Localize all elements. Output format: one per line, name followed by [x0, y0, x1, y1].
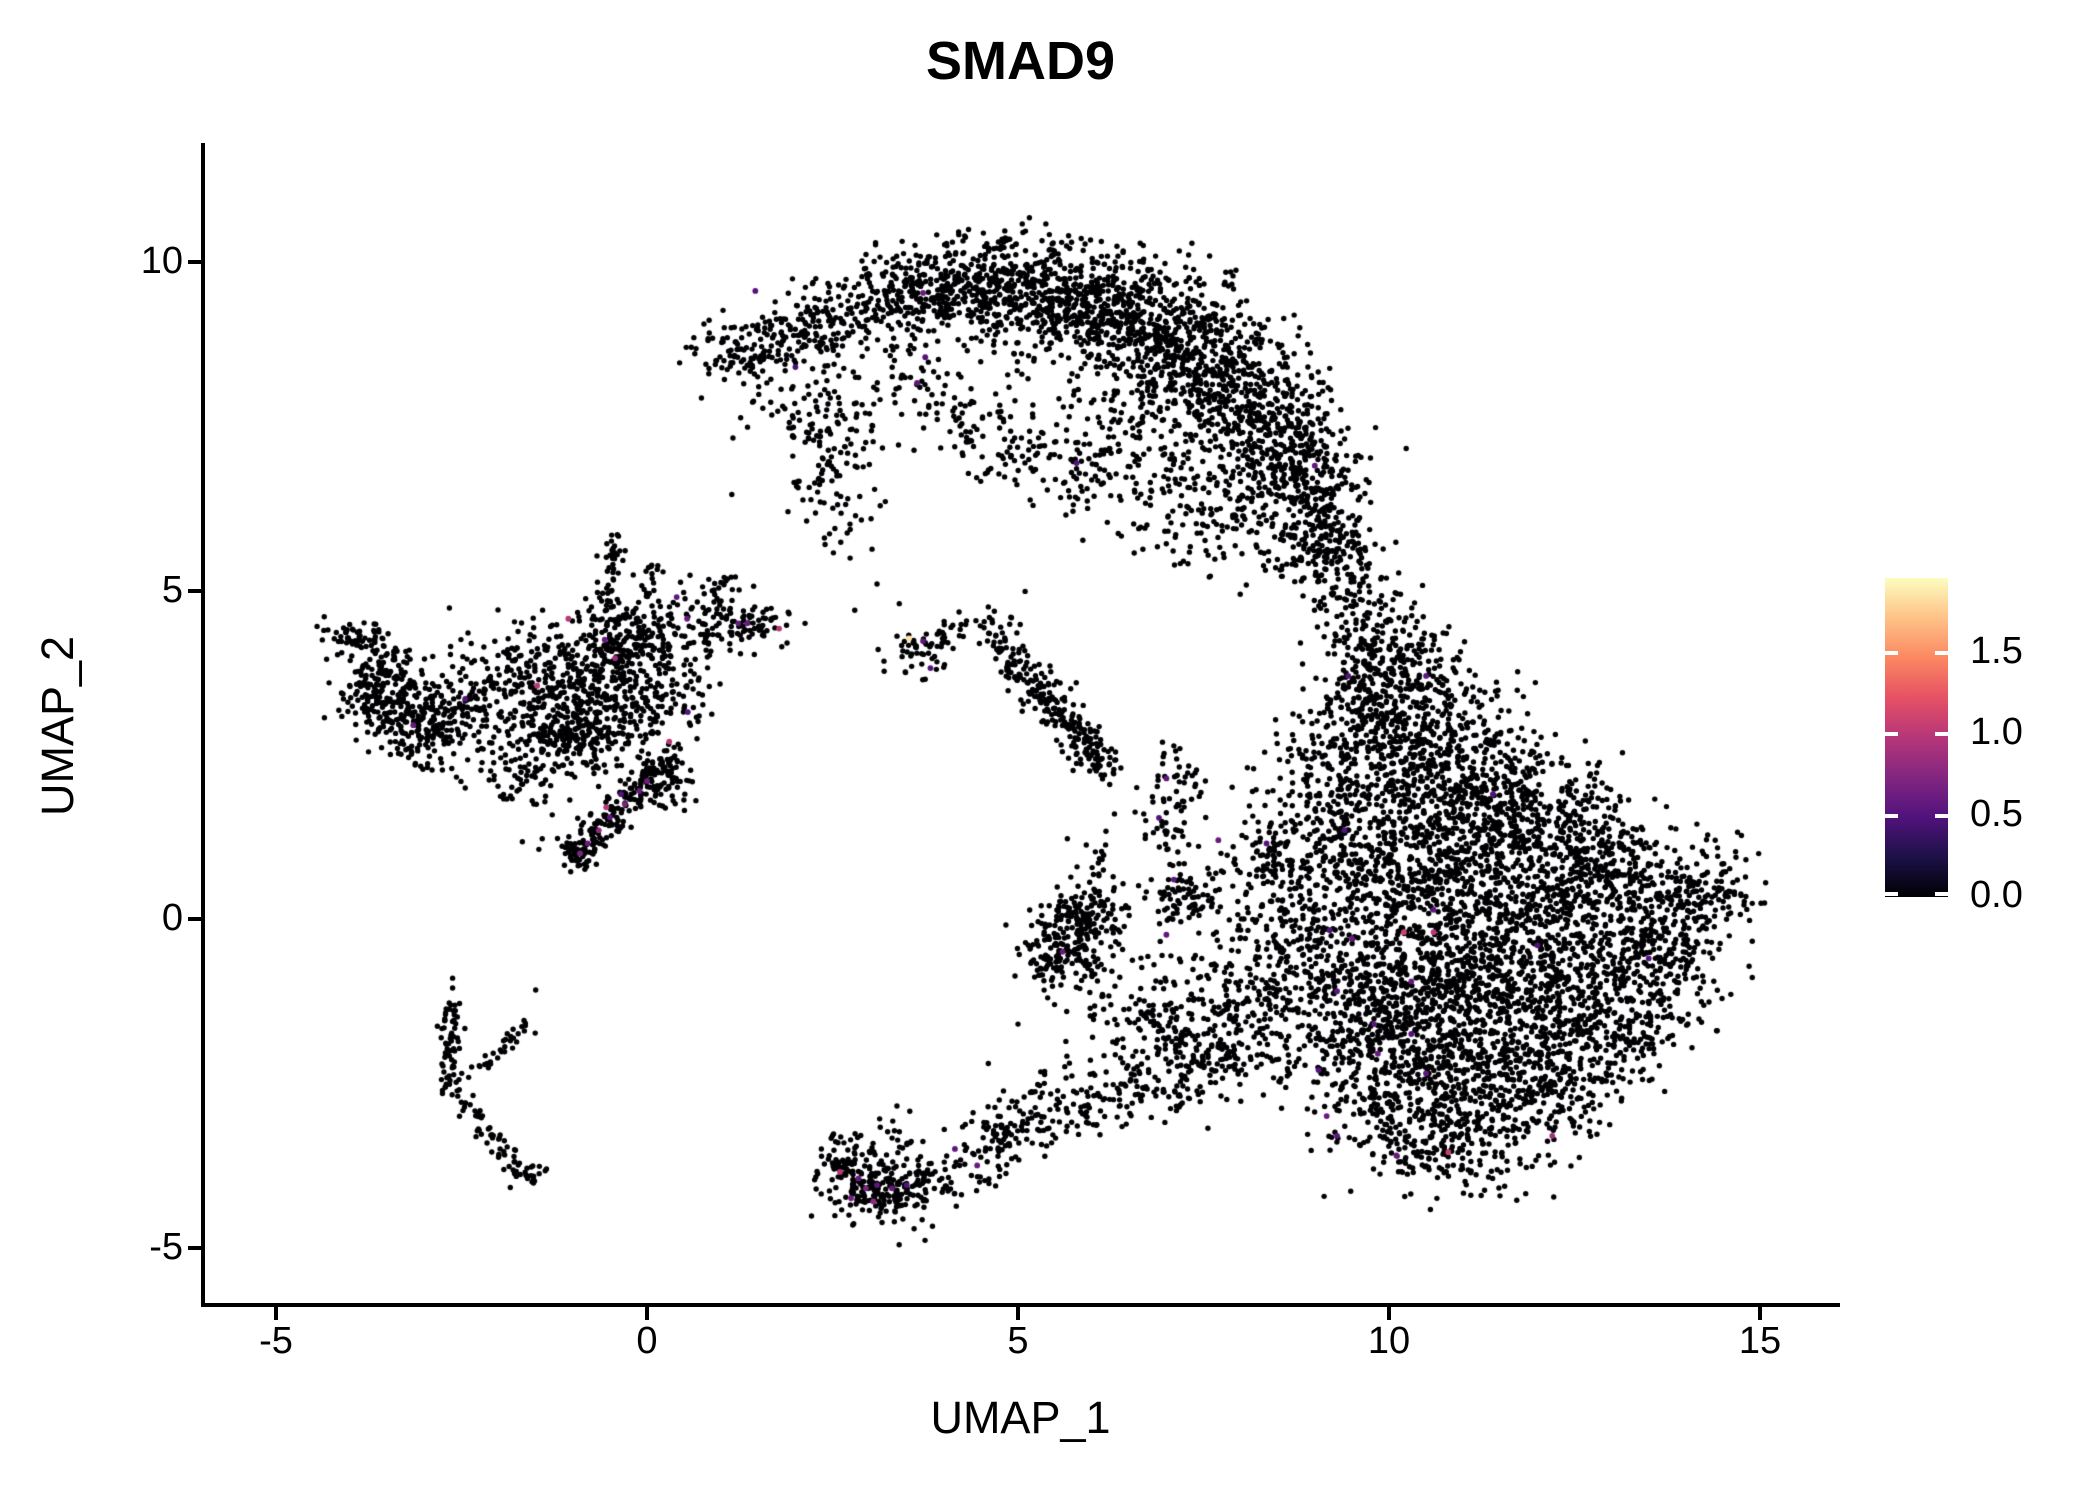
x-tick-label: 10: [1367, 1320, 1411, 1362]
x-tick-label: 15: [1738, 1320, 1782, 1362]
colorbar-tick-label: 0.0: [1970, 874, 2023, 916]
y-tick-mark: [188, 917, 201, 921]
colorbar-tick-mark: [1935, 814, 1948, 818]
y-axis-title: UMAP_2: [32, 635, 83, 817]
colorbar-tick-mark: [1935, 892, 1948, 896]
y-tick-label: 0: [161, 897, 183, 939]
colorbar-tick-mark: [1885, 732, 1898, 736]
y-tick-mark: [188, 589, 201, 593]
x-tick-mark: [1758, 1307, 1762, 1320]
colorbar-tick-mark: [1935, 651, 1948, 655]
x-tick-label: -5: [259, 1320, 293, 1362]
x-tick-mark: [1387, 1307, 1391, 1320]
colorbar-tick-label: 0.5: [1970, 793, 2023, 835]
colorbar-tick-mark: [1885, 892, 1898, 896]
colorbar-tick-label: 1.5: [1970, 630, 2023, 672]
y-tick-label: 10: [140, 240, 183, 282]
y-tick-label: 5: [161, 569, 183, 611]
y-axis-line: [201, 143, 205, 1307]
colorbar-tick-label: 1.0: [1970, 711, 2023, 753]
x-axis-title: UMAP_1: [930, 1392, 1111, 1443]
plot-title: SMAD9: [925, 31, 1116, 91]
x-tick-label: 5: [1007, 1320, 1029, 1362]
scatter-canvas: [205, 143, 1836, 1303]
colorbar-gradient: [1885, 578, 1948, 897]
y-tick-mark: [188, 260, 201, 264]
colorbar-tick-mark: [1935, 732, 1948, 736]
x-tick-label: 0: [636, 1320, 658, 1362]
y-tick-label: -5: [149, 1226, 183, 1268]
colorbar-tick-mark: [1885, 651, 1898, 655]
x-tick-mark: [1016, 1307, 1020, 1320]
x-tick-mark: [645, 1307, 649, 1320]
y-tick-mark: [188, 1246, 201, 1250]
x-tick-mark: [274, 1307, 278, 1320]
x-axis-line: [201, 1303, 1840, 1307]
colorbar-tick-mark: [1885, 814, 1898, 818]
